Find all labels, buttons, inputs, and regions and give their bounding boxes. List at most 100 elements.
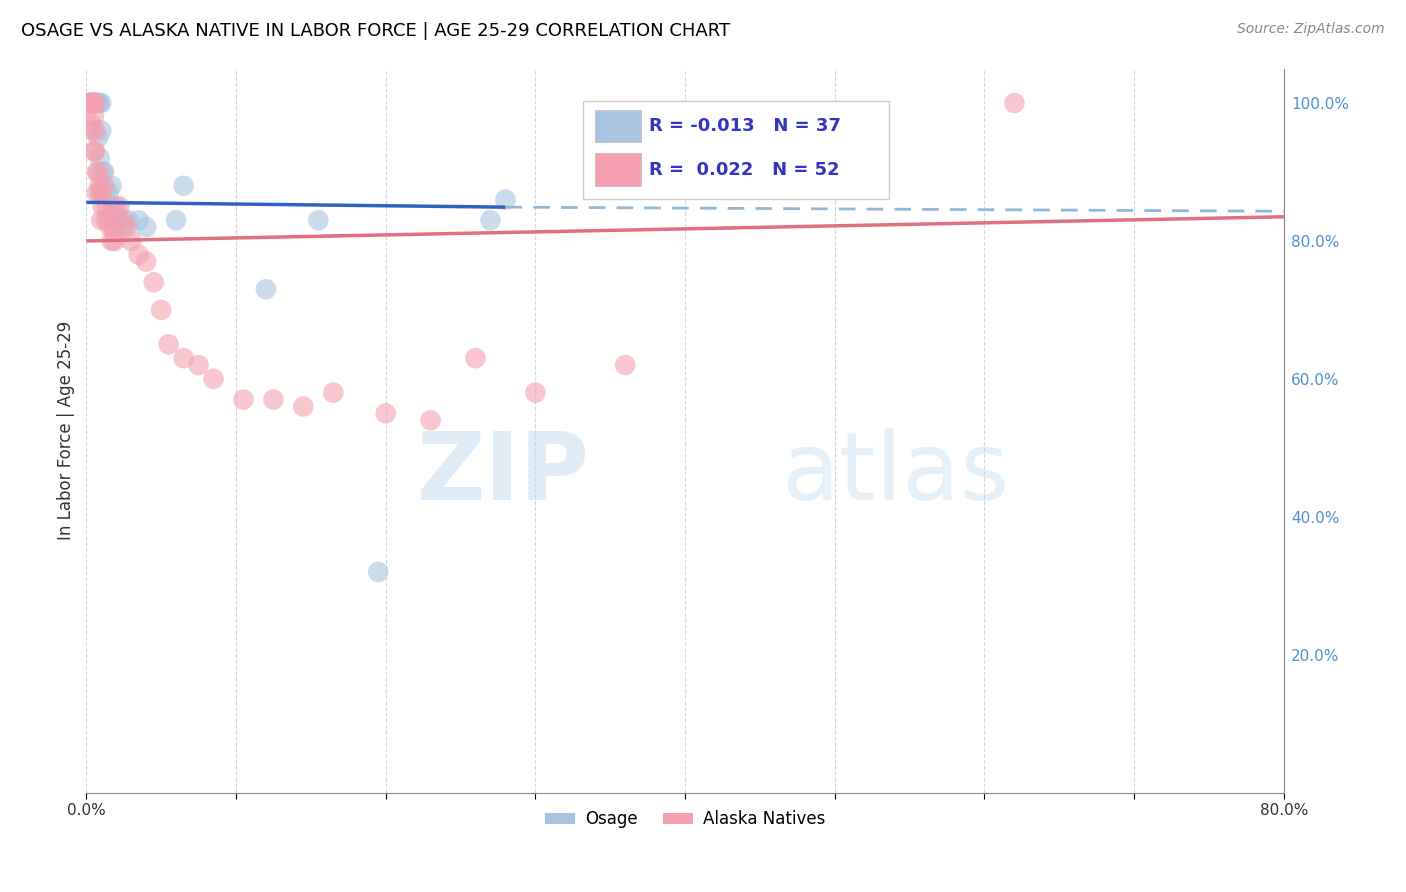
Point <box>94 186 117 200</box>
Point <box>83 95 105 110</box>
Point <box>128 213 150 227</box>
Point <box>115 220 138 235</box>
Point <box>494 193 516 207</box>
Point <box>84 95 107 110</box>
Point <box>84 95 107 110</box>
Point <box>87 95 110 110</box>
Point <box>479 213 502 227</box>
Point <box>112 213 135 227</box>
Point <box>232 392 254 407</box>
Point <box>90 95 112 110</box>
Point <box>91 165 114 179</box>
Point <box>464 351 486 366</box>
FancyBboxPatch shape <box>583 101 889 199</box>
Point <box>82 95 104 110</box>
Point <box>90 123 112 137</box>
Point <box>117 213 139 227</box>
Point <box>83 95 105 110</box>
Point <box>84 95 107 110</box>
Point <box>86 95 108 110</box>
Point <box>103 199 125 213</box>
Point <box>90 213 112 227</box>
Point <box>94 213 117 227</box>
Point <box>83 95 105 110</box>
Point <box>157 337 180 351</box>
Point <box>105 220 128 235</box>
Legend: Osage, Alaska Natives: Osage, Alaska Natives <box>538 804 832 835</box>
Point <box>262 392 284 407</box>
Point <box>91 199 114 213</box>
Point <box>82 123 104 137</box>
Point <box>83 145 105 159</box>
Point <box>89 151 111 165</box>
Text: ZIP: ZIP <box>416 428 589 520</box>
Point <box>135 220 157 235</box>
Point <box>80 95 103 110</box>
Point <box>86 165 108 179</box>
Point <box>524 385 547 400</box>
Point <box>93 178 115 193</box>
Point <box>89 178 111 193</box>
Y-axis label: In Labor Force | Age 25-29: In Labor Force | Age 25-29 <box>58 321 75 541</box>
Text: R = -0.013   N = 37: R = -0.013 N = 37 <box>650 118 841 136</box>
Point <box>128 248 150 262</box>
FancyBboxPatch shape <box>595 153 641 186</box>
Point <box>82 95 104 110</box>
Text: R =  0.022   N = 52: R = 0.022 N = 52 <box>650 161 839 179</box>
Point <box>97 213 120 227</box>
Text: atlas: atlas <box>780 428 1010 520</box>
Text: Source: ZipAtlas.com: Source: ZipAtlas.com <box>1237 22 1385 37</box>
Point <box>84 123 107 137</box>
Point <box>173 351 195 366</box>
Point <box>89 95 111 110</box>
Point <box>87 165 110 179</box>
Point <box>614 358 637 372</box>
Point <box>84 95 107 110</box>
Point <box>367 565 389 579</box>
Point <box>419 413 441 427</box>
Point <box>80 117 103 131</box>
Point <box>83 110 105 124</box>
Point <box>120 234 142 248</box>
Point <box>322 385 344 400</box>
Point <box>307 213 329 227</box>
Point <box>173 178 195 193</box>
Point <box>112 220 135 235</box>
Point <box>108 213 131 227</box>
Point <box>87 130 110 145</box>
Point <box>97 186 120 200</box>
Point <box>165 213 187 227</box>
Point <box>254 282 277 296</box>
Point <box>80 95 103 110</box>
Point <box>89 186 111 200</box>
Point <box>84 145 107 159</box>
Point <box>90 186 112 200</box>
Point <box>82 95 104 110</box>
Point <box>79 95 101 110</box>
Point <box>100 178 122 193</box>
FancyBboxPatch shape <box>595 110 641 143</box>
Point <box>86 186 108 200</box>
Point <box>79 95 101 110</box>
Point <box>187 358 209 372</box>
Point <box>96 199 118 213</box>
Point <box>104 234 127 248</box>
Point <box>103 220 125 235</box>
Point <box>1002 95 1025 110</box>
Point <box>82 95 104 110</box>
Point <box>292 400 315 414</box>
Point <box>79 95 101 110</box>
Point <box>86 95 108 110</box>
Point <box>86 95 108 110</box>
Point <box>98 220 121 235</box>
Point <box>135 254 157 268</box>
Point <box>142 275 165 289</box>
Point <box>105 199 128 213</box>
Point <box>100 234 122 248</box>
Point <box>108 199 131 213</box>
Point <box>150 302 173 317</box>
Text: OSAGE VS ALASKA NATIVE IN LABOR FORCE | AGE 25-29 CORRELATION CHART: OSAGE VS ALASKA NATIVE IN LABOR FORCE | … <box>21 22 730 40</box>
Point <box>202 372 225 386</box>
Point <box>93 165 115 179</box>
Point <box>374 406 396 420</box>
